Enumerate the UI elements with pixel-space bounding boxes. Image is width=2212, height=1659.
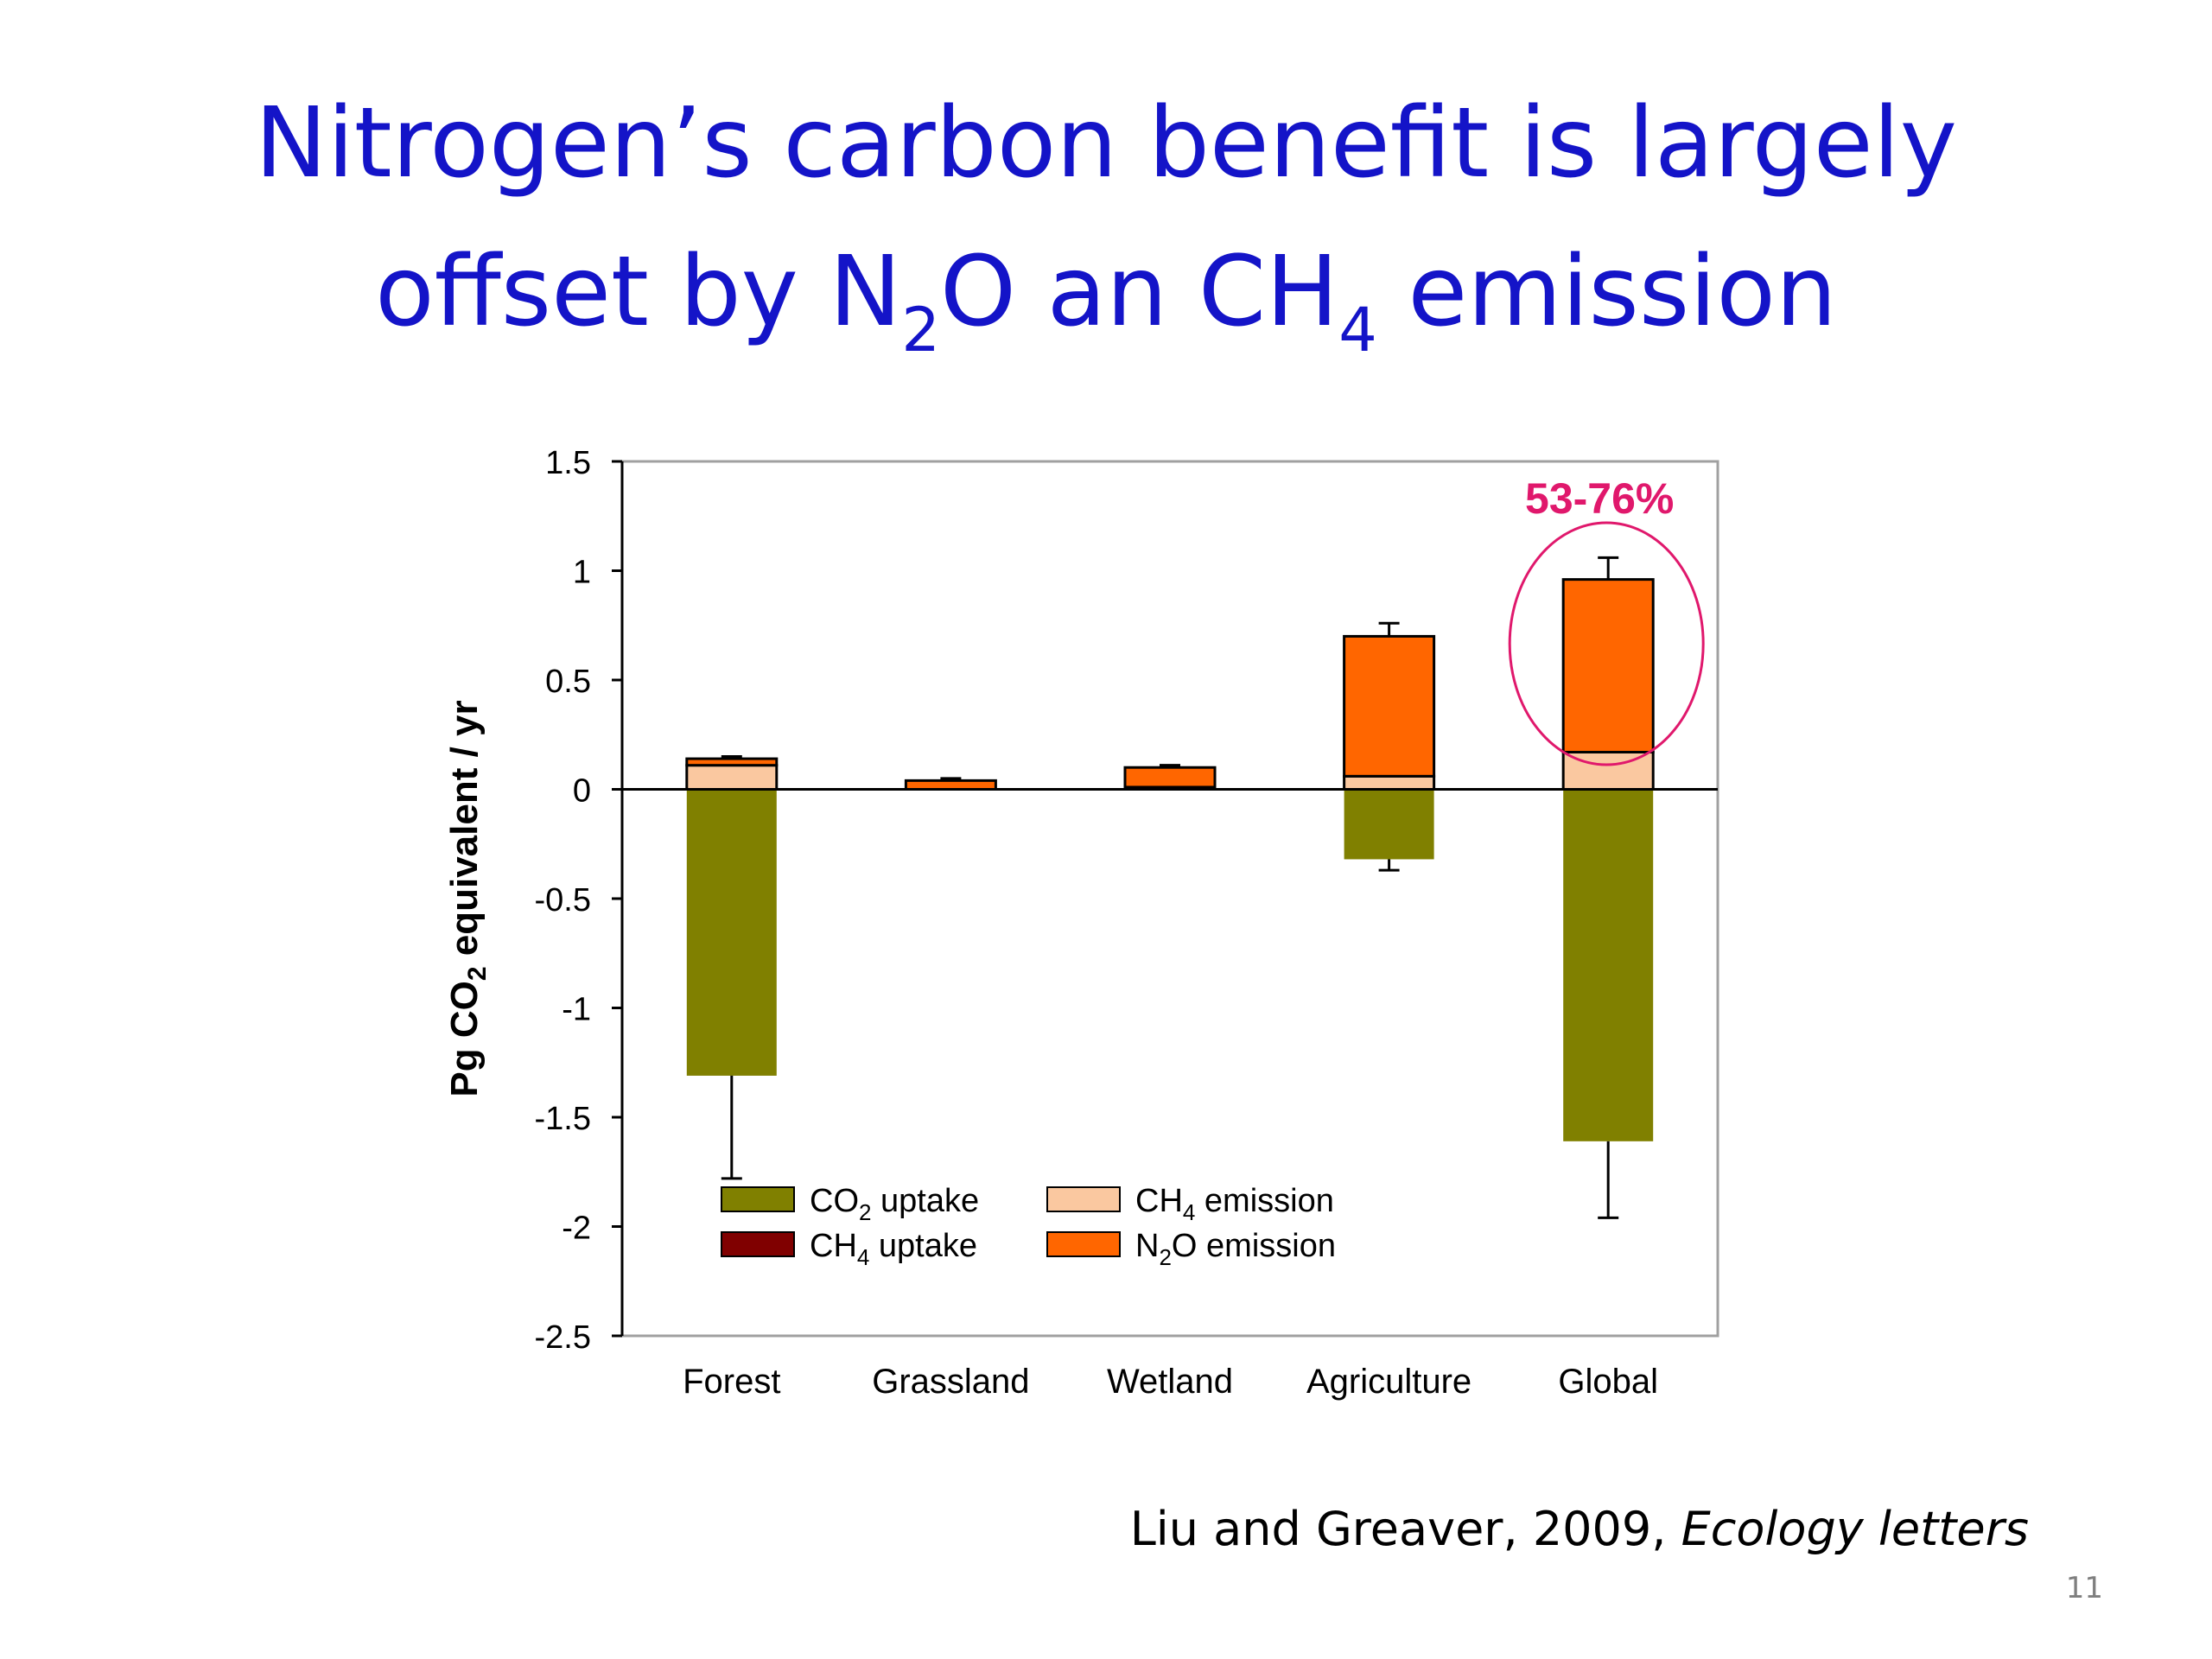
y-axis-label: Pg CO2 equivalent / yr [443,700,492,1096]
legend-subscript: 2 [859,1199,871,1225]
bar-co2_uptake [686,789,777,1076]
bar-co2_uptake [1344,789,1434,860]
bar-ch4_emission [1343,774,1436,791]
x-tick-label: Wetland [1107,1363,1233,1401]
y-tick-label: -0.5 [535,882,591,918]
legend-text: O emission [1172,1228,1336,1264]
legend-text: N [1135,1228,1159,1264]
bar-n2o_emission [685,757,779,767]
legend-text: CH [1135,1183,1183,1219]
y-axis: 1.5 1 0.5 0 -0.5 -1 -1.5 -2 -2.5 [535,445,622,1356]
annotation: 53-76% [1508,474,1705,766]
legend-text: CO [810,1183,859,1219]
y-tick-label: -2 [562,1211,591,1247]
x-tick-label: Agriculture [1306,1363,1471,1401]
title-text: O an CH [939,236,1339,348]
legend-swatch-co2_uptake [721,1186,795,1212]
y-label-text: Pg CO [443,981,486,1096]
legend-label-ch4_uptake: CH4 uptake [810,1228,977,1270]
slide-title: Nitrogen’s carbon benefit is largely off… [0,69,2212,366]
bars [622,556,1718,1219]
legend-text: uptake [871,1183,979,1219]
title-text: emission [1376,236,1837,348]
citation: Liu and Greaver, 2009, Ecology letters [1130,1502,2029,1556]
bar-n2o_emission [904,779,997,791]
x-tick-label: Global [1558,1363,1658,1401]
bar-ch4_emission [685,764,779,791]
x-tick-label: Forest [683,1363,780,1401]
y-tick-label: 1 [573,555,591,591]
y-label-subscript: 2 [463,966,492,981]
title-line-2: offset by N2O an CH4 emission [0,218,2212,366]
y-tick-label: -1.5 [535,1101,591,1137]
bar-co2_uptake [1563,789,1654,1141]
legend-label-n2o_emission: N2O emission [1135,1228,1336,1270]
y-label-text: equivalent / yr [443,700,486,966]
legend-swatch-ch4_uptake [721,1231,795,1257]
title-subscript: 2 [901,295,940,365]
legend-text: uptake [869,1228,977,1264]
legend-text: CH [810,1228,857,1264]
x-axis-labels: Forest Grassland Wetland Agriculture Global [683,1363,1658,1401]
legend-text: emission [1195,1183,1334,1219]
legend-subscript: 4 [857,1244,869,1270]
annotation-label: 53-76% [1525,474,1674,523]
title-line-1: Nitrogen’s carbon benefit is largely [254,87,1958,200]
y-tick-label: -1 [562,992,591,1028]
y-tick-label: 1.5 [545,445,591,481]
bar-n2o_emission [1561,578,1655,753]
citation-journal: Ecology letters [1681,1502,2029,1556]
citation-text: Liu and Greaver, 2009, [1129,1502,1681,1556]
legend-label-ch4_emission: CH4 emission [1135,1183,1334,1225]
y-tick-label: 0.5 [545,664,591,700]
legend-swatch-ch4_emission [1046,1186,1121,1212]
legend-subscript: 4 [1183,1199,1195,1225]
legend-subscript: 2 [1159,1244,1171,1270]
page-number: 11 [2065,1571,2103,1605]
bar-n2o_emission [1343,634,1436,778]
legend-swatch-n2o_emission [1046,1231,1121,1257]
annotation-ellipse [1508,521,1705,766]
bar-n2o_emission [1123,766,1217,789]
y-tick-label: 0 [573,773,591,810]
x-tick-label: Grassland [872,1363,1029,1401]
title-text: offset by N [375,236,902,348]
y-tick-label: -2.5 [535,1319,591,1356]
legend-label-co2_uptake: CO2 uptake [810,1183,979,1225]
title-subscript: 4 [1338,295,1377,365]
